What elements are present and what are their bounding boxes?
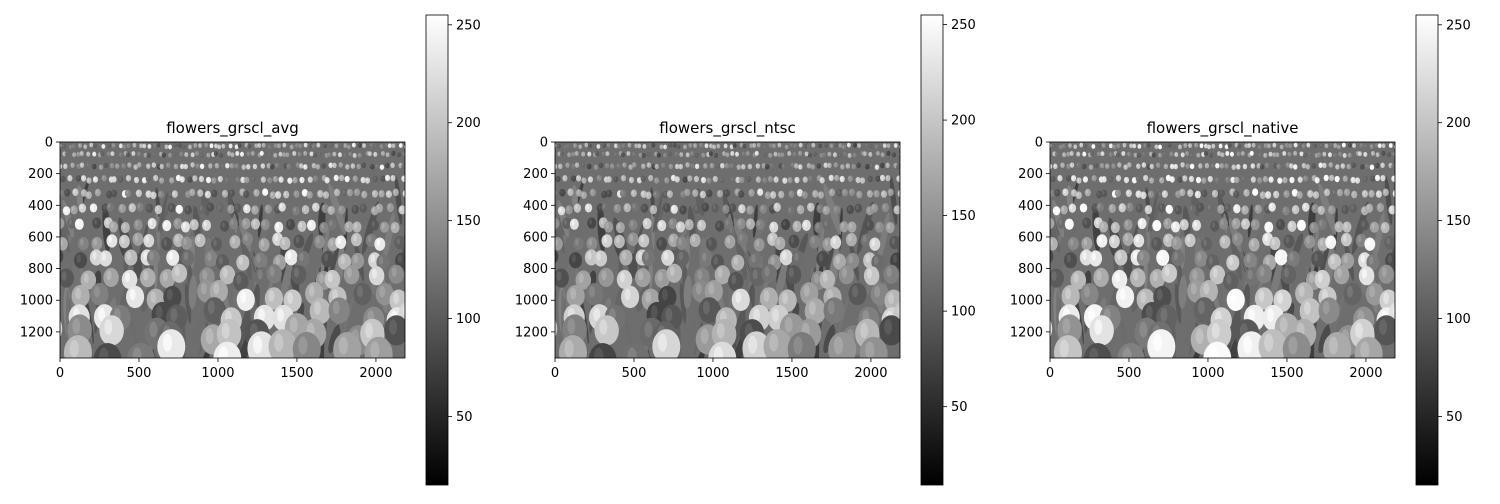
- y-tick-label: 600: [28, 230, 53, 245]
- colorbar-tick-label: 200: [456, 116, 481, 131]
- colorbar-gradient: [1416, 15, 1438, 485]
- colorbar-gradient: [921, 15, 943, 485]
- colorbar-frame: [425, 14, 449, 486]
- y-tick-label: 600: [523, 230, 548, 245]
- colorbar-tick-label: 50: [456, 410, 473, 425]
- colorbar-frame: [920, 14, 944, 486]
- y-tick-label: 0: [540, 136, 548, 151]
- heatmap-panel: flowers_grscl_native 0 500 1000 1500 2000 0 200…: [1010, 14, 1471, 486]
- colorbar: 50 100 150 200 250: [425, 14, 481, 486]
- x-tick-label: 2000: [1349, 366, 1382, 381]
- colorbar-tick-label: 100: [456, 312, 481, 327]
- colorbar-tick-label: 200: [1446, 116, 1471, 131]
- y-tick-label: 600: [1018, 230, 1043, 245]
- plot-title: flowers_grscl_avg: [166, 119, 299, 138]
- axes-frame: [59, 141, 406, 359]
- y-tick-label: 400: [1018, 199, 1043, 214]
- y-tick-label: 0: [1035, 136, 1043, 151]
- x-tick-label: 2000: [854, 366, 887, 381]
- colorbar-tick-label: 250: [456, 18, 481, 33]
- x-tick-label: 1500: [775, 366, 808, 381]
- colorbar: 50 100 150 200 250: [1415, 14, 1471, 486]
- x-tick-label: 2000: [359, 366, 392, 381]
- y-tick-label: 1200: [1010, 325, 1043, 340]
- x-tick-label: 1500: [280, 366, 313, 381]
- colorbar-tick-label: 50: [1446, 410, 1463, 425]
- y-tick-label: 800: [523, 262, 548, 277]
- colorbar-tick-label: 250: [1446, 18, 1471, 33]
- x-tick-label: 500: [1117, 366, 1142, 381]
- x-tick-label: 0: [56, 366, 64, 381]
- colorbar-frame: [1415, 14, 1439, 486]
- colorbar-tick-label: 150: [1446, 214, 1471, 229]
- colorbar-tick-label: 100: [951, 305, 976, 320]
- colorbar-tick-label: 50: [951, 400, 968, 415]
- y-tick-label: 400: [523, 199, 548, 214]
- x-tick-label: 1000: [696, 366, 729, 381]
- y-tick-label: 200: [28, 167, 53, 182]
- x-tick-label: 1000: [201, 366, 234, 381]
- y-tick-label: 1200: [515, 325, 548, 340]
- plot-title: flowers_grscl_native: [1147, 119, 1299, 138]
- axes-frame: [554, 141, 901, 359]
- x-tick-label: 1000: [1191, 366, 1224, 381]
- x-tick-label: 0: [551, 366, 559, 381]
- y-tick-label: 200: [523, 167, 548, 182]
- plot-title: flowers_grscl_ntsc: [659, 119, 795, 138]
- y-tick-label: 400: [28, 199, 53, 214]
- y-tick-label: 0: [45, 136, 53, 151]
- axes-frame: [1049, 141, 1396, 359]
- heatmap-panel: flowers_grscl_avg 0 500 1000 1500 2000 0 200 400…: [20, 14, 481, 486]
- y-tick-label: 1000: [1010, 294, 1043, 309]
- grayscale-image: [1050, 142, 1395, 358]
- x-tick-label: 500: [622, 366, 647, 381]
- grayscale-image: [60, 142, 405, 358]
- colorbar-tick-label: 150: [456, 214, 481, 229]
- y-tick-label: 800: [28, 262, 53, 277]
- y-tick-label: 800: [1018, 262, 1043, 277]
- y-tick-label: 1000: [515, 294, 548, 309]
- colorbar-tick-label: 250: [951, 18, 976, 33]
- x-tick-label: 0: [1046, 366, 1054, 381]
- y-tick-label: 1200: [20, 325, 53, 340]
- y-tick-label: 200: [1018, 167, 1043, 182]
- colorbar-gradient: [426, 15, 448, 485]
- y-tick-label: 1000: [20, 294, 53, 309]
- x-tick-label: 500: [127, 366, 152, 381]
- colorbar-tick-label: 150: [951, 209, 976, 224]
- grayscale-image: [555, 142, 900, 358]
- colorbar-tick-label: 100: [1446, 312, 1471, 327]
- colorbar: 50 100 150 200 250: [920, 14, 976, 486]
- colorbar-tick-label: 200: [951, 114, 976, 129]
- x-tick-label: 1500: [1270, 366, 1303, 381]
- heatmap-panel: flowers_grscl_ntsc 0 500 1000 1500 2000 0 200 40…: [515, 14, 976, 486]
